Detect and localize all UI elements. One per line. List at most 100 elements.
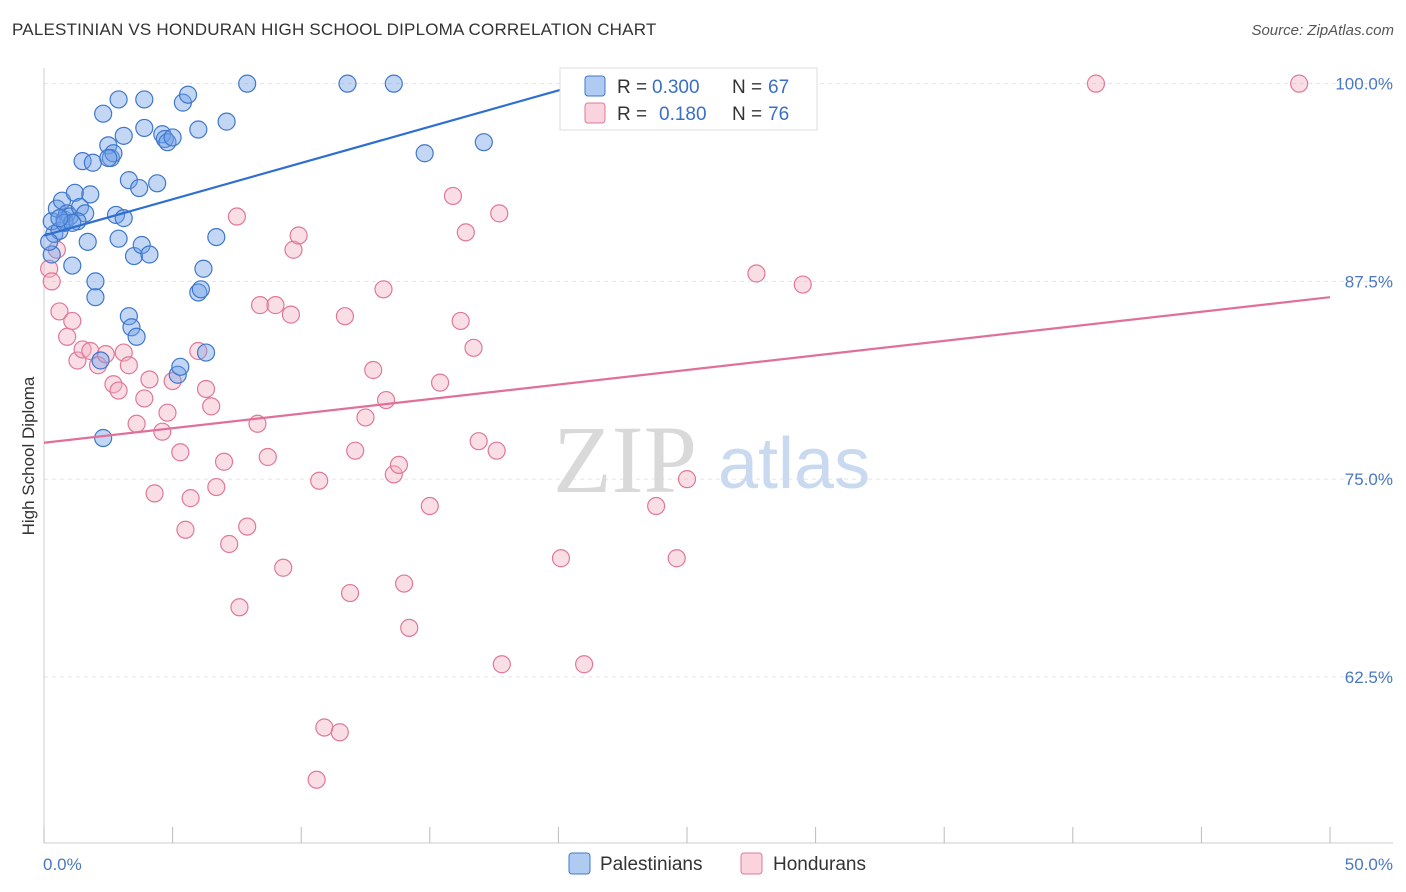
data-point <box>50 209 69 228</box>
data-point <box>158 403 177 422</box>
data-point <box>189 120 208 139</box>
data-point <box>464 338 483 357</box>
data-point <box>58 327 77 346</box>
data-point <box>430 373 450 392</box>
data-point <box>747 264 766 283</box>
data-point <box>99 148 118 168</box>
data-point <box>189 341 208 361</box>
data-point <box>340 583 360 603</box>
data-point <box>145 484 164 503</box>
data-point <box>384 74 403 93</box>
data-point <box>83 153 102 172</box>
data-point <box>91 351 110 370</box>
legend-swatch-palestinians <box>568 852 591 875</box>
data-point <box>1086 74 1106 93</box>
data-point <box>127 327 146 346</box>
data-point <box>135 389 154 408</box>
series-hondurans <box>40 74 1309 789</box>
y-tick-label: 62.5% <box>1345 668 1393 687</box>
trend-line-hondurans <box>43 296 1331 444</box>
data-point <box>109 90 128 109</box>
data-point <box>469 432 488 451</box>
data-point <box>384 465 403 484</box>
data-point <box>40 232 59 251</box>
legend-swatch-hondurans <box>740 852 763 875</box>
data-point <box>196 379 216 399</box>
legend-n-label: N = <box>732 77 762 98</box>
data-point <box>490 204 509 223</box>
data-point <box>181 489 200 508</box>
data-point <box>258 447 277 467</box>
x-tick-max: 50.0% <box>1345 855 1393 874</box>
legend-label-hondurans: Hondurans <box>773 854 866 875</box>
data-point <box>114 126 133 145</box>
watermark-atlas: atlas <box>718 424 870 504</box>
y-tick-labels: 62.5% 75.0% 87.5% 100.0% <box>1335 75 1393 687</box>
source-label: Source: ZipAtlas.com <box>1251 22 1394 39</box>
data-point <box>42 272 61 291</box>
data-point <box>338 74 357 93</box>
data-point <box>135 90 154 109</box>
data-point <box>400 618 419 637</box>
legend-swatch-hondurans <box>584 102 606 124</box>
legend-r-label: R = <box>617 104 647 125</box>
trend-line-palestinians <box>43 85 572 237</box>
data-point <box>284 240 303 259</box>
data-point <box>492 655 511 674</box>
legend-label-palestinians: Palestinians <box>600 854 702 875</box>
data-point <box>335 307 355 326</box>
data-point <box>207 477 226 497</box>
legend-r-value: 0.180 <box>659 104 707 125</box>
data-point <box>250 296 270 315</box>
y-tick-label: 75.0% <box>1345 470 1393 489</box>
data-point <box>140 370 159 389</box>
data-point <box>274 558 293 577</box>
data-point <box>420 496 439 516</box>
data-point <box>415 144 434 163</box>
data-point <box>63 256 82 275</box>
series-legend: Palestinians Hondurans <box>568 852 866 875</box>
legend-n-value: 67 <box>768 77 789 98</box>
data-point <box>667 549 686 568</box>
data-point <box>281 305 301 324</box>
data-point <box>374 280 393 299</box>
data-point <box>330 723 349 742</box>
data-point <box>65 183 84 202</box>
watermark: ZIP atlas <box>553 406 870 513</box>
data-point <box>194 259 213 278</box>
data-point <box>220 534 239 554</box>
data-point <box>647 496 666 516</box>
data-point <box>266 296 285 315</box>
y-tick-label: 87.5% <box>1345 272 1393 291</box>
data-point <box>315 718 334 737</box>
data-point <box>94 428 113 448</box>
data-point <box>346 441 365 460</box>
data-point <box>122 318 141 337</box>
data-point <box>163 128 182 147</box>
data-point <box>307 770 326 789</box>
data-point <box>119 356 138 375</box>
axes <box>43 68 1393 844</box>
data-point <box>109 381 128 400</box>
data-point <box>119 307 138 326</box>
data-point <box>310 471 329 490</box>
data-point <box>50 302 69 321</box>
data-point <box>217 112 236 131</box>
data-point <box>178 85 198 104</box>
data-point <box>474 133 493 152</box>
legend-n-value: 76 <box>768 104 789 125</box>
data-point <box>148 174 167 193</box>
data-point <box>78 232 97 251</box>
data-point <box>86 272 105 291</box>
data-point <box>140 245 159 264</box>
data-point <box>155 129 174 149</box>
trend-lines <box>43 85 1331 444</box>
data-point <box>171 357 190 376</box>
data-point <box>189 283 208 302</box>
data-point <box>73 340 92 359</box>
data-point <box>207 227 226 247</box>
data-point <box>171 443 190 462</box>
data-point <box>356 408 375 427</box>
data-point <box>86 288 105 307</box>
